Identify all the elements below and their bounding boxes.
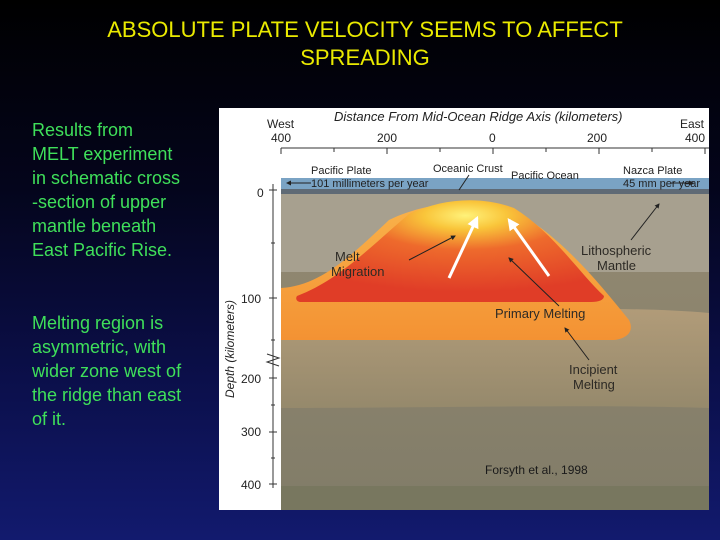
axis-break-mark (265, 353, 281, 367)
slide-title: ABSOLUTE PLATE VELOCITY SEEMS TO AFFECT … (40, 16, 690, 72)
west-label: West (267, 117, 295, 131)
text-line: asymmetric, with (32, 337, 167, 357)
melt-cross-section-figure: Distance From Mid-Ocean Ridge Axis (kilo… (219, 108, 709, 510)
text-line: Melting region is (32, 313, 164, 333)
depth-tick-label: 100 (241, 292, 261, 306)
incipient-melting-leader (564, 327, 590, 361)
migration-label: Migration (331, 264, 384, 279)
text-line: in schematic cross (32, 168, 181, 188)
pacific-plate-rate: 101 millimeters per year (311, 178, 429, 190)
depth-tick-label: 0 (257, 186, 264, 200)
citation-label: Forsyth et al., 1998 (485, 463, 588, 477)
x-tick-label: 400 (271, 131, 291, 145)
x-tick-label: 200 (587, 131, 607, 145)
melt-flow-arrow-left (447, 215, 479, 279)
melt-migration-leader (408, 235, 456, 261)
mantle-label: Mantle (597, 258, 636, 273)
melting-label: Melting (573, 377, 615, 392)
melt-migration-zone (296, 200, 604, 302)
nazca-plate-label: Nazca Plate (623, 165, 682, 177)
text-line: Results from (32, 120, 134, 140)
depth-axis-title: Depth (kilometers) (223, 300, 237, 398)
top-axis-ticks (280, 148, 706, 154)
oceanic-crust-leader (458, 174, 470, 191)
depth-axis-ticks (269, 189, 277, 485)
top-axis-title: Distance From Mid-Ocean Ridge Axis (kilo… (334, 109, 622, 124)
x-tick-label: 200 (377, 131, 397, 145)
text-line: the ridge than east (32, 385, 182, 405)
depth-tick-label: 300 (241, 425, 261, 439)
text-line: wider zone west of (32, 361, 182, 381)
ocean-layer (281, 178, 709, 190)
east-label: East (680, 117, 705, 131)
text-line: MELT experiment (32, 144, 173, 164)
text-line: mantle beneath (32, 216, 157, 236)
pacific-ocean-label: Pacific Ocean (511, 170, 579, 182)
text-line: East Pacific Rise. (32, 240, 173, 260)
incipient-label: Incipient (569, 362, 618, 377)
text-line: of it. (32, 409, 67, 429)
title-line-1: ABSOLUTE PLATE VELOCITY SEEMS TO AFFECT (107, 17, 623, 42)
depth-tick-label: 200 (241, 372, 261, 386)
oceanic-crust-label: Oceanic Crust (433, 163, 503, 175)
pacific-plate-label: Pacific Plate (311, 165, 372, 177)
primary-melting-label: Primary Melting (495, 306, 585, 321)
x-tick-label: 400 (685, 131, 705, 145)
nazca-plate-rate: 45 mm per year (623, 178, 700, 190)
lithospheric-mantle-leader (630, 203, 660, 241)
title-line-2: SPREADING (300, 45, 430, 70)
lithospheric-label: Lithospheric (581, 243, 652, 258)
x-tick-label: 0 (489, 131, 496, 145)
primary-melting-leader (508, 257, 560, 307)
depth-tick-label: 400 (241, 478, 261, 492)
description-paragraph-1: Results from MELT experiment in schemati… (32, 118, 207, 262)
melt-flow-arrow-right (507, 218, 551, 277)
oceanic-crust-layer (281, 189, 709, 194)
melt-label: Melt (335, 249, 360, 264)
description-paragraph-2: Melting region is asymmetric, with wider… (32, 311, 207, 431)
cross-section-diagram: Distance From Mid-Ocean Ridge Axis (kilo… (219, 108, 709, 510)
text-line: -section of upper (32, 192, 167, 212)
bottom-band (281, 486, 709, 510)
